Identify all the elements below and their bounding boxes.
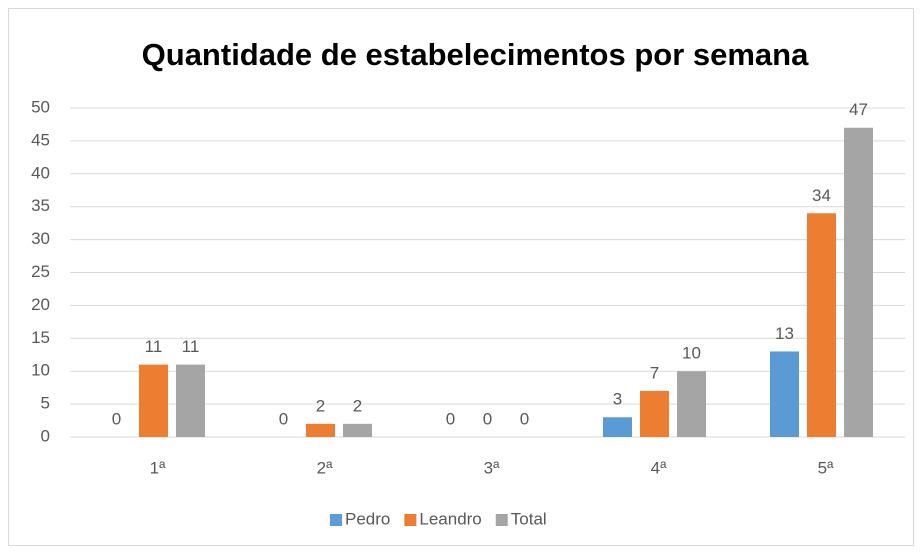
data-label: 7	[650, 363, 659, 382]
legend-label: Total	[511, 509, 547, 528]
bar	[844, 127, 873, 438]
x-tick-label: 3ª	[484, 458, 500, 477]
data-label: 0	[483, 409, 492, 428]
y-tick-label: 30	[31, 229, 50, 248]
data-label: 2	[353, 396, 362, 415]
y-tick-label: 10	[31, 361, 50, 380]
y-tick-label: 5	[41, 394, 50, 413]
y-tick-label: 0	[41, 426, 50, 445]
data-label: 10	[682, 344, 701, 363]
legend-swatch	[404, 514, 417, 526]
bar	[306, 423, 335, 437]
y-tick-label: 20	[31, 295, 50, 314]
data-label: 3	[613, 390, 622, 409]
chart-title: Quantidade de estabelecimentos por seman…	[142, 37, 809, 72]
data-label: 0	[520, 409, 529, 428]
y-tick-label: 15	[31, 328, 50, 347]
data-label: 13	[775, 324, 794, 343]
legend-swatch	[495, 514, 508, 526]
data-label: 11	[182, 337, 200, 356]
bar	[343, 423, 372, 437]
bar	[603, 417, 632, 437]
y-tick-label: 25	[31, 262, 50, 281]
bar	[176, 364, 205, 437]
bar	[770, 351, 799, 437]
legend-swatch	[330, 514, 342, 526]
bar	[677, 371, 706, 437]
bar	[807, 213, 836, 437]
y-tick-label: 50	[31, 97, 50, 116]
chart-border	[8, 8, 914, 546]
legend-label: Pedro	[345, 509, 390, 528]
data-label: 2	[316, 396, 325, 415]
data-label: 0	[446, 409, 455, 428]
x-tick-label: 1ª	[150, 458, 166, 477]
data-label: 0	[112, 409, 121, 428]
y-tick-label: 35	[31, 196, 50, 215]
y-tick-label: 45	[31, 130, 50, 149]
data-label: 0	[279, 409, 288, 428]
data-label: 11	[145, 337, 163, 356]
data-label: 34	[812, 186, 831, 205]
bar	[640, 390, 669, 437]
x-tick-label: 2ª	[317, 458, 333, 477]
x-tick-label: 4ª	[651, 458, 667, 477]
legend-label: Leandro	[419, 509, 481, 528]
x-tick-label: 5ª	[818, 458, 834, 477]
bar	[139, 364, 168, 437]
data-label: 47	[849, 100, 868, 119]
y-tick-label: 40	[31, 163, 50, 182]
